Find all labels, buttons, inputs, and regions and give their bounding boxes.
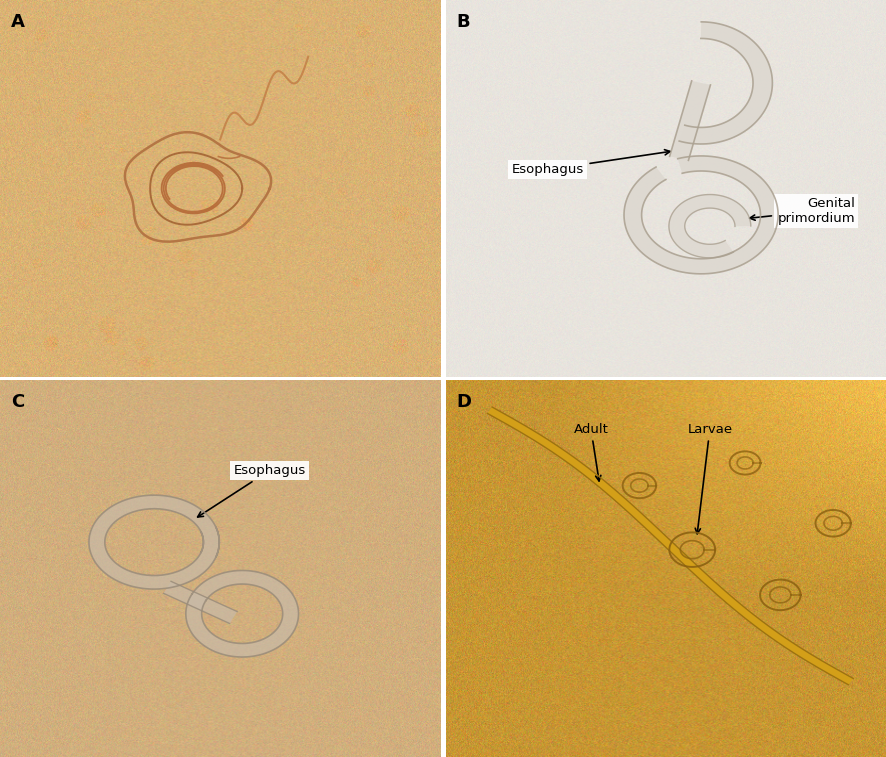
Polygon shape [624,156,778,274]
Text: Esophagus: Esophagus [198,464,306,517]
Polygon shape [164,581,237,624]
Polygon shape [186,571,299,657]
Polygon shape [487,407,853,685]
Text: D: D [456,393,471,411]
Polygon shape [669,195,750,258]
Text: Larvae: Larvae [688,422,733,534]
Text: A: A [11,13,25,31]
Text: Adult: Adult [573,422,609,481]
Text: C: C [11,393,24,411]
Text: B: B [456,13,470,31]
Polygon shape [680,22,773,144]
Polygon shape [89,495,220,589]
Text: Genital
primordium: Genital primordium [750,197,855,225]
Polygon shape [670,81,711,160]
Text: Esophagus: Esophagus [512,150,670,176]
